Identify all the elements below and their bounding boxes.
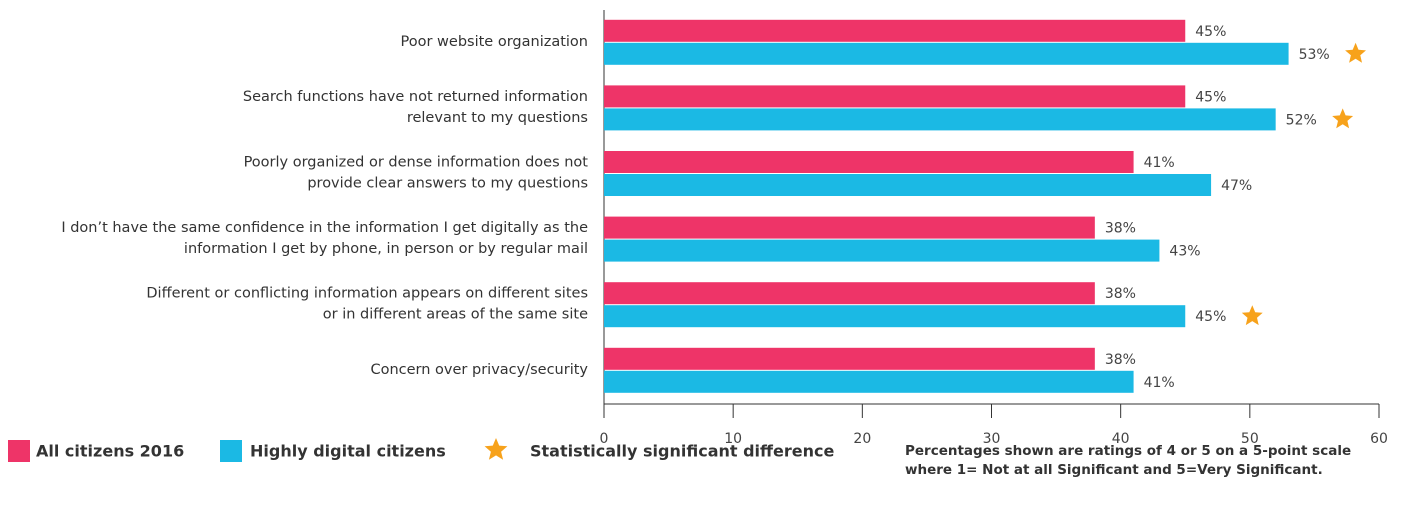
value-label: 47%: [1221, 178, 1252, 194]
value-label: 45%: [1195, 89, 1226, 105]
category-label: Poor website organization: [401, 34, 588, 50]
note: Percentages shown are ratings of 4 or 5 …: [905, 443, 1351, 459]
category-label: Different or conflicting information app…: [146, 286, 588, 302]
bar: [604, 216, 1095, 239]
value-label: 41%: [1144, 375, 1175, 391]
legend-label: All citizens 2016: [36, 442, 184, 461]
significance-star: [1241, 305, 1263, 326]
bar: [604, 42, 1289, 65]
legend-star: [484, 438, 508, 460]
x-tick-label: 20: [853, 431, 871, 447]
category-label: Concern over privacy/security: [370, 362, 588, 378]
significance-star: [1332, 108, 1354, 129]
value-label: 41%: [1144, 155, 1175, 171]
value-label: 38%: [1105, 286, 1136, 302]
category-label: I don’t have the same confidence in the …: [61, 220, 588, 236]
category-label: or in different areas of the same site: [323, 307, 588, 323]
legend-swatch: [8, 440, 30, 462]
x-tick-label: 10: [724, 431, 742, 447]
value-label: 53%: [1299, 47, 1330, 63]
bar: [604, 85, 1186, 108]
bar: [604, 282, 1095, 305]
bar: [604, 151, 1134, 173]
note: where 1= Not at all Significant and 5=Ve…: [905, 462, 1323, 478]
bar: [604, 305, 1186, 328]
bar: [604, 19, 1186, 42]
x-tick-label: 40: [1112, 431, 1130, 447]
value-label: 52%: [1286, 112, 1317, 128]
bar: [604, 108, 1276, 131]
category-label: information I get by phone, in person or…: [184, 241, 588, 257]
value-label: 38%: [1105, 221, 1136, 237]
category-label: provide clear answers to my questions: [307, 176, 588, 192]
legend-label: Highly digital citizens: [250, 442, 446, 461]
category-label: Search functions have not returned infor…: [243, 89, 588, 105]
x-tick-label: 60: [1370, 431, 1388, 447]
bar: [604, 174, 1212, 196]
x-tick-label: 50: [1241, 431, 1259, 447]
bar: [604, 347, 1095, 370]
value-label: 38%: [1105, 352, 1136, 368]
value-label: 43%: [1169, 244, 1200, 260]
legend-label: Statistically significant difference: [530, 442, 834, 461]
category-label: Poorly organized or dense information do…: [244, 155, 589, 171]
value-label: 45%: [1195, 309, 1226, 325]
x-tick-label: 0: [600, 431, 609, 447]
bar: [604, 239, 1160, 262]
significance-star: [1345, 42, 1366, 63]
bar: [604, 370, 1134, 393]
x-tick-label: 30: [983, 431, 1001, 447]
legend-swatch: [220, 440, 242, 462]
category-label: relevant to my questions: [407, 110, 588, 126]
value-label: 45%: [1195, 24, 1226, 40]
legend: All citizens 2016 Highly digital citizen…: [8, 438, 834, 462]
